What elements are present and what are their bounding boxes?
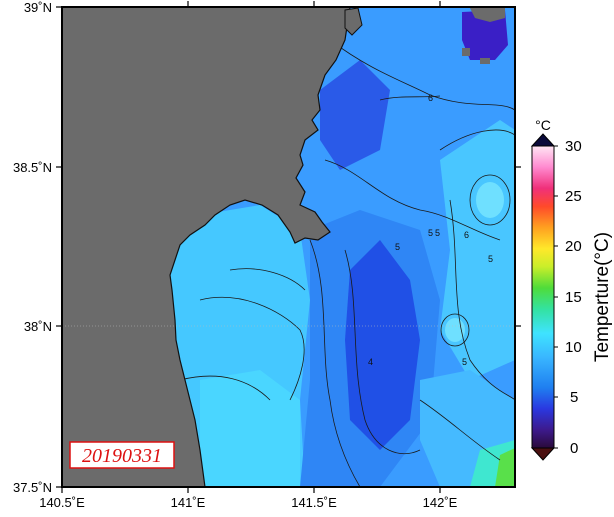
date-stamp-box [69, 441, 175, 469]
lon-label-141-5e: 141.5˚E [291, 495, 337, 510]
lat-label-38n: 38˚N [24, 319, 52, 334]
lon-label-141e: 141˚E [171, 495, 206, 510]
contour-lines [179, 39, 515, 487]
northeast-mask-small [462, 48, 490, 64]
contour-label: 5 [395, 242, 400, 252]
contour-label: 5 [488, 254, 493, 264]
lat-label-38-5n: 38.5˚N [13, 160, 52, 175]
colorbar-tick-0: 0 [570, 440, 578, 457]
contour-label-group: 6 5 5 5 5 4 5 6 [368, 93, 493, 367]
contour-label: 5 [462, 357, 467, 367]
lon-label-142e: 142˚E [423, 495, 458, 510]
cold-water-tongue [345, 240, 420, 450]
lon-label-140-5e: 140.5˚E [39, 495, 85, 510]
northeast-mask [470, 8, 505, 22]
colorbar: °C 30 25 20 15 10 5 0 Temperture(°C) [530, 117, 613, 461]
lat-label-37-5n: 37.5˚N [13, 480, 52, 495]
colorbar-tick-30: 30 [565, 138, 582, 155]
colorbar-tick-10: 10 [565, 339, 582, 356]
colorbar-scale [531, 145, 555, 449]
map-frame [61, 6, 516, 488]
northeast-cold-patch [462, 10, 508, 60]
map-plot-area: 6 5 5 5 5 4 5 6 [62, 7, 515, 487]
axis-ticks [56, 1, 521, 493]
eddy-core [476, 182, 504, 218]
land-mass [62, 7, 351, 487]
colorbar-tick-20: 20 [565, 238, 582, 255]
contour-label: 5 [428, 228, 433, 238]
colorbar-tick-25: 25 [565, 188, 582, 205]
warm-front-core [495, 448, 515, 487]
lat-label-39n: 39˚N [24, 0, 52, 15]
colorbar-title: Temperture(°C) [592, 232, 613, 362]
colorbar-max-arrow [530, 133, 556, 147]
island [344, 7, 363, 36]
colorbar-tick-15: 15 [565, 289, 582, 306]
colorbar-tick-5: 5 [570, 389, 578, 406]
colorbar-unit: °C [535, 117, 551, 133]
colorbar-min-arrow [530, 447, 556, 461]
contour-label: 6 [464, 230, 469, 240]
contour-label: 4 [368, 357, 373, 367]
contour-label: 6 [428, 93, 433, 103]
date-stamp: 20190331 [82, 445, 162, 467]
eddy-core-south [445, 318, 465, 342]
coastal-warmest-water [200, 370, 300, 487]
northern-cold-water [320, 60, 390, 170]
contour-label: 5 [435, 228, 440, 238]
